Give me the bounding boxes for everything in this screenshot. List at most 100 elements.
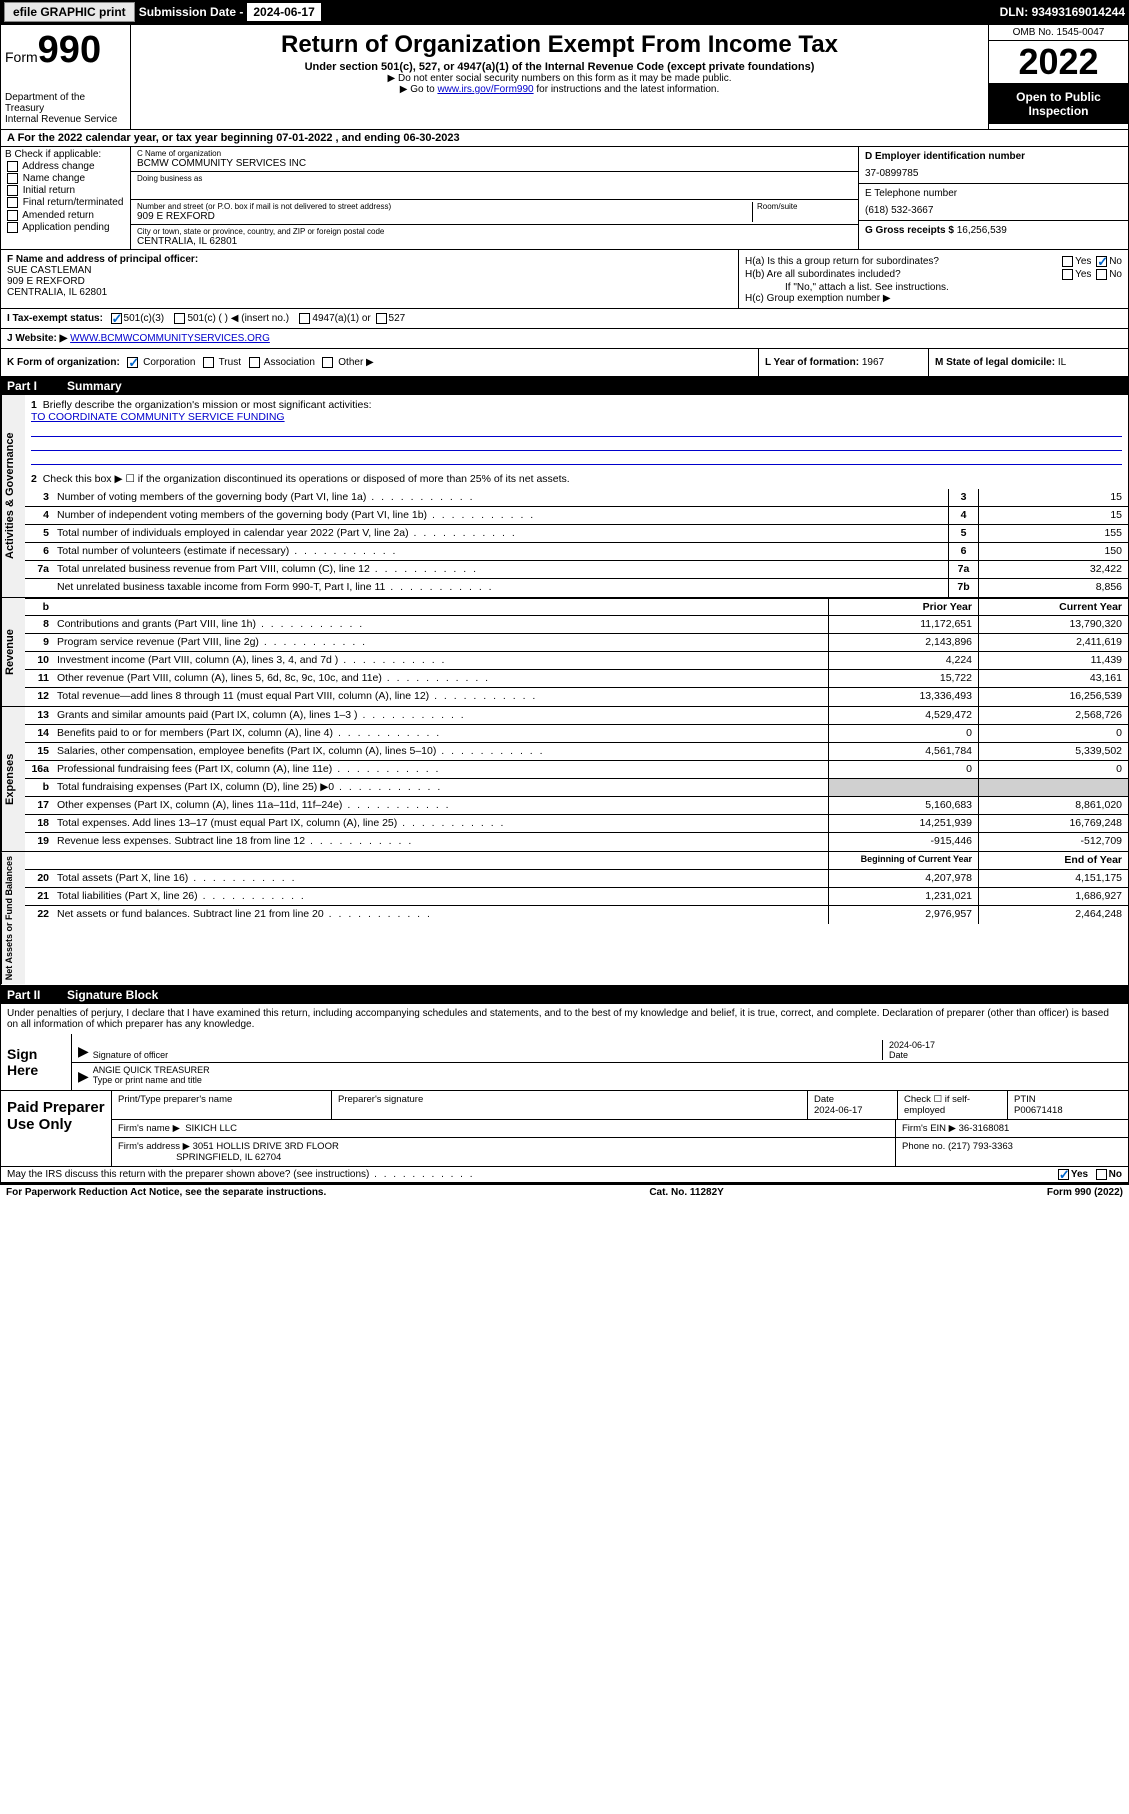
cb-other[interactable] — [322, 357, 333, 368]
line-num: 8 — [25, 616, 53, 633]
website-label: J Website: ▶ — [7, 333, 70, 344]
line-num: 4 — [25, 507, 53, 524]
hb-no[interactable] — [1096, 269, 1107, 280]
line-num: 5 — [25, 525, 53, 542]
col-f-officer: F Name and address of principal officer:… — [1, 250, 738, 308]
org-name: BCMW COMMUNITY SERVICES INC — [137, 158, 852, 169]
table-row: bTotal fundraising expenses (Part IX, co… — [25, 779, 1128, 797]
prior-value — [828, 779, 978, 796]
cb-address-change[interactable]: Address change — [5, 161, 126, 172]
table-row: 3Number of voting members of the governi… — [25, 489, 1128, 507]
sig-name-label: Type or print name and title — [93, 1075, 1122, 1085]
row-m-state: M State of legal domicile: IL — [928, 349, 1128, 376]
ein-label: D Employer identification number — [865, 151, 1122, 162]
line-num: 19 — [25, 833, 53, 851]
discuss-no[interactable] — [1096, 1169, 1107, 1180]
form-990: Form990 Department of the Treasury Inter… — [0, 24, 1129, 1185]
current-value: 16,769,248 — [978, 815, 1128, 832]
cb-pending[interactable]: Application pending — [5, 222, 126, 233]
firm-addr-label: Firm's address ▶ — [118, 1141, 190, 1152]
form-number: 990 — [38, 29, 101, 71]
prep-date-label: Date — [814, 1094, 834, 1105]
line-value: 32,422 — [978, 561, 1128, 578]
efile-button[interactable]: efile GRAPHIC print — [4, 2, 135, 22]
prior-value: -915,446 — [828, 833, 978, 851]
line-value: 15 — [978, 489, 1128, 506]
col-c-org-info: C Name of organization BCMW COMMUNITY SE… — [131, 147, 858, 249]
cb-501c[interactable] — [174, 313, 185, 324]
room-label: Room/suite — [757, 202, 852, 211]
ha-no[interactable] — [1096, 256, 1107, 267]
table-row: 12Total revenue—add lines 8 through 11 (… — [25, 688, 1128, 706]
line-num: 15 — [25, 743, 53, 760]
cb-assoc[interactable] — [249, 357, 260, 368]
irs-link[interactable]: www.irs.gov/Form990 — [437, 84, 533, 95]
line-desc: Net unrelated business taxable income fr… — [53, 579, 948, 597]
line-num: 10 — [25, 652, 53, 669]
line-value: 150 — [978, 543, 1128, 560]
cb-501c3[interactable] — [111, 313, 122, 324]
current-value: 11,439 — [978, 652, 1128, 669]
cb-527[interactable] — [376, 313, 387, 324]
cb-4947[interactable] — [299, 313, 310, 324]
addr-label: Number and street (or P.O. box if mail i… — [137, 202, 752, 211]
note-ssn: ▶ Do not enter social security numbers o… — [135, 73, 984, 84]
website-link[interactable]: WWW.BCMWCOMMUNITYSERVICES.ORG — [70, 333, 270, 344]
line-num: 18 — [25, 815, 53, 832]
sig-name-value: ANGIE QUICK TREASURER — [93, 1065, 1122, 1075]
prior-value: 4,224 — [828, 652, 978, 669]
footer-left: For Paperwork Reduction Act Notice, see … — [6, 1187, 326, 1198]
side-expenses: Expenses — [1, 707, 25, 851]
sig-date-value: 2024-06-17 — [889, 1040, 1122, 1050]
line-desc: Revenue less expenses. Subtract line 18 … — [53, 833, 828, 851]
table-row: 4Number of independent voting members of… — [25, 507, 1128, 525]
header-row: Form990 Department of the Treasury Inter… — [1, 25, 1128, 130]
prior-value: 15,722 — [828, 670, 978, 687]
table-row: 9Program service revenue (Part VIII, lin… — [25, 634, 1128, 652]
table-row: 15Salaries, other compensation, employee… — [25, 743, 1128, 761]
line-desc: Total fundraising expenses (Part IX, col… — [53, 779, 828, 796]
current-value: 0 — [978, 761, 1128, 778]
table-row: 22Net assets or fund balances. Subtract … — [25, 906, 1128, 924]
line-num: b — [25, 779, 53, 796]
line-num: 11 — [25, 670, 53, 687]
cb-initial-return[interactable]: Initial return — [5, 185, 126, 196]
cb-amended[interactable]: Amended return — [5, 210, 126, 221]
table-row: 18Total expenses. Add lines 13–17 (must … — [25, 815, 1128, 833]
col-d-ein: D Employer identification number 37-0899… — [858, 147, 1128, 249]
header-left: Form990 Department of the Treasury Inter… — [1, 25, 131, 129]
cb-trust[interactable] — [203, 357, 214, 368]
line-desc: Net assets or fund balances. Subtract li… — [53, 906, 828, 924]
ha-yes[interactable] — [1062, 256, 1073, 267]
current-year-hdr: Current Year — [978, 599, 1128, 615]
firm-phone-label: Phone no. — [902, 1141, 948, 1152]
row-f-h: F Name and address of principal officer:… — [1, 250, 1128, 309]
hb-note: If "No," attach a list. See instructions… — [745, 282, 1122, 293]
table-row: 19Revenue less expenses. Subtract line 1… — [25, 833, 1128, 851]
hb-yes[interactable] — [1062, 269, 1073, 280]
sig-officer-label: Signature of officer — [93, 1050, 882, 1060]
line-num: 13 — [25, 707, 53, 724]
prior-value: 1,231,021 — [828, 888, 978, 905]
form-subtitle: Under section 501(c), 527, or 4947(a)(1)… — [135, 61, 984, 73]
current-value: 13,790,320 — [978, 616, 1128, 633]
header-mid: Return of Organization Exempt From Incom… — [131, 25, 988, 129]
line-num: 20 — [25, 870, 53, 887]
prior-value: 0 — [828, 761, 978, 778]
dln: DLN: 93493169014244 — [1000, 5, 1125, 19]
current-value: -512,709 — [978, 833, 1128, 851]
current-value — [978, 779, 1128, 796]
table-row: 11Other revenue (Part VIII, column (A), … — [25, 670, 1128, 688]
table-row: 6Total number of volunteers (estimate if… — [25, 543, 1128, 561]
cb-corp[interactable] — [127, 357, 138, 368]
discuss-yes[interactable] — [1058, 1169, 1069, 1180]
line-desc: Program service revenue (Part VIII, line… — [53, 634, 828, 651]
line-desc: Number of independent voting members of … — [53, 507, 948, 524]
line-num: 3 — [25, 489, 53, 506]
self-emp-check[interactable]: Check ☐ if self-employed — [898, 1091, 1008, 1119]
table-row: 16aProfessional fundraising fees (Part I… — [25, 761, 1128, 779]
cb-name-change[interactable]: Name change — [5, 173, 126, 184]
form-prefix: Form — [5, 49, 38, 65]
cb-final-return[interactable]: Final return/terminated — [5, 197, 126, 208]
line-desc: Grants and similar amounts paid (Part IX… — [53, 707, 828, 724]
